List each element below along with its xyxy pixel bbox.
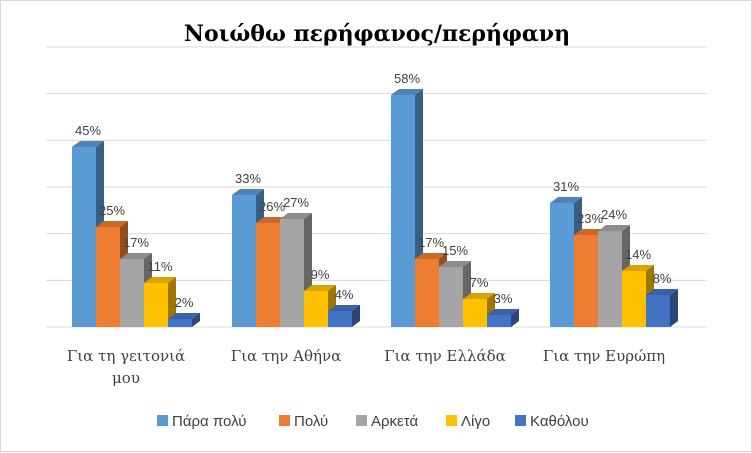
data-label: 3% [494, 291, 513, 306]
legend-label: Πολύ [294, 413, 328, 430]
data-label: 14% [625, 247, 651, 262]
data-label: 58% [394, 71, 420, 86]
legend-swatch [515, 415, 526, 426]
category-label: Για την Ελλάδα [384, 347, 506, 365]
data-label: 15% [442, 243, 468, 258]
data-label: 7% [470, 275, 489, 290]
data-label: 27% [283, 195, 309, 210]
data-label: 17% [418, 235, 444, 250]
data-label: 31% [553, 179, 579, 194]
bar [168, 313, 200, 327]
data-label: 17% [123, 235, 149, 250]
data-label: 23% [577, 211, 603, 226]
legend: Πάρα πολύ Πολύ Αρκετά Λίγο Καθόλου [157, 413, 589, 430]
legend-swatch [157, 415, 168, 426]
data-label: 26% [259, 199, 285, 214]
data-label: 8% [653, 271, 672, 286]
legend-label: Πάρα πολύ [172, 413, 246, 430]
legend-label: Λίγο [461, 413, 490, 430]
legend-item: Αρκετά [356, 413, 418, 430]
category-axis-labels: Για τη γειτονιά μου Για την Αθήνα Για την Ε… [67, 347, 665, 387]
legend-item: Πολύ [279, 413, 328, 430]
category-label: Για την Αθήνα [231, 347, 341, 365]
legend-swatch [279, 415, 290, 426]
bar [391, 89, 423, 327]
chart-title: Νοιώθω περήφανος/περήφανη [184, 21, 570, 47]
category-label: Για τη γειτονιά μου [67, 347, 185, 387]
bars-group [72, 89, 678, 327]
legend-item: Καθόλου [515, 413, 589, 430]
legend-swatch [356, 415, 367, 426]
bar [439, 261, 471, 327]
data-label: 25% [99, 203, 125, 218]
data-label: 24% [601, 207, 627, 222]
data-label: 9% [311, 267, 330, 282]
legend-item: Λίγο [446, 413, 490, 430]
legend-item: Πάρα πολύ [157, 413, 246, 430]
data-labels: 45% 33% 58% 31% 25% 26% 17% 23% 17% 27% 15% 24% 11% 9… [75, 71, 672, 310]
bar [144, 277, 176, 327]
bar [646, 289, 678, 327]
data-label: 11% [147, 259, 172, 274]
category-label: Για την Ευρώπη [543, 347, 665, 365]
bar [487, 309, 519, 327]
legend-label: Καθόλου [530, 413, 589, 430]
data-label: 33% [235, 171, 261, 186]
bar [328, 305, 360, 327]
data-label: 2% [175, 295, 194, 310]
legend-swatch [446, 415, 457, 426]
data-label: 4% [335, 287, 354, 302]
legend-label: Αρκετά [371, 413, 418, 430]
data-label: 45% [75, 123, 101, 138]
